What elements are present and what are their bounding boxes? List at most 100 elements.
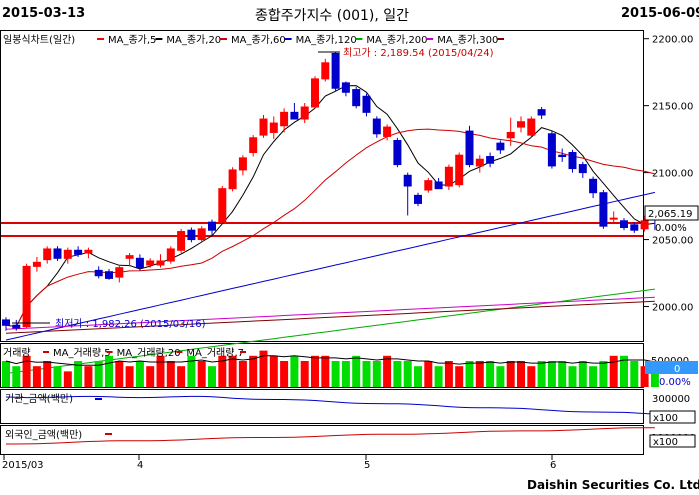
volume-bar[interactable] — [414, 366, 422, 387]
candle-body[interactable] — [125, 255, 134, 259]
candle-body[interactable] — [496, 142, 505, 151]
candle-body[interactable] — [146, 260, 155, 266]
volume-bar[interactable] — [455, 366, 464, 387]
candle-body[interactable] — [455, 154, 464, 186]
candle-body[interactable] — [94, 269, 103, 277]
candle-body[interactable] — [2, 319, 10, 326]
volume-bar[interactable] — [135, 361, 144, 387]
volume-bar[interactable] — [2, 361, 10, 387]
candle-body[interactable] — [640, 220, 649, 230]
candle-body[interactable] — [506, 131, 515, 139]
volume-bar[interactable] — [146, 366, 155, 387]
candle-body[interactable] — [527, 118, 536, 136]
candle-body[interactable] — [465, 130, 474, 166]
volume-bar[interactable] — [578, 361, 587, 387]
volume-bar[interactable] — [620, 355, 628, 387]
candle-body[interactable] — [187, 229, 196, 241]
volume-bar[interactable] — [228, 355, 237, 387]
candle-body[interactable] — [383, 126, 392, 137]
volume-bar[interactable] — [197, 361, 206, 387]
candle-body[interactable] — [84, 249, 93, 254]
volume-bar[interactable] — [527, 366, 536, 387]
candle-body[interactable] — [486, 156, 495, 164]
candle-body[interactable] — [434, 181, 443, 190]
candle-body[interactable] — [620, 220, 628, 229]
candle-body[interactable] — [589, 178, 598, 194]
volume-bar[interactable] — [218, 355, 227, 387]
volume-bar[interactable] — [12, 366, 21, 387]
candle-body[interactable] — [238, 157, 247, 171]
volume-bar[interactable] — [341, 361, 350, 387]
candle-body[interactable] — [166, 248, 175, 262]
volume-bar[interactable] — [444, 361, 453, 387]
volume-bar[interactable] — [177, 366, 186, 387]
volume-bar[interactable] — [249, 355, 258, 387]
volume-bar[interactable] — [434, 366, 443, 387]
volume-bar[interactable] — [547, 361, 556, 387]
volume-bar[interactable] — [362, 361, 371, 387]
candle-body[interactable] — [135, 257, 144, 269]
volume-bar[interactable] — [393, 361, 402, 387]
volume-bar[interactable] — [475, 361, 484, 387]
candle-body[interactable] — [197, 228, 206, 241]
volume-bar[interactable] — [650, 371, 659, 387]
candle-body[interactable] — [208, 221, 216, 231]
volume-bar[interactable] — [269, 355, 278, 387]
candle-body[interactable] — [403, 174, 412, 187]
volume-bar[interactable] — [424, 361, 433, 387]
volume-bar[interactable] — [63, 371, 72, 387]
candle-body[interactable] — [599, 192, 608, 227]
volume-bar[interactable] — [166, 361, 175, 387]
candle-body[interactable] — [393, 139, 402, 166]
candle-body[interactable] — [156, 260, 165, 266]
volume-bar[interactable] — [300, 361, 309, 387]
candle-body[interactable] — [311, 78, 319, 108]
candle-body[interactable] — [331, 52, 340, 89]
candle-body[interactable] — [115, 267, 124, 278]
volume-bar[interactable] — [208, 366, 216, 387]
volume-bar[interactable] — [517, 361, 525, 387]
volume-bar[interactable] — [32, 366, 41, 387]
volume-bar[interactable] — [352, 355, 361, 387]
volume-bar[interactable] — [187, 355, 196, 387]
candle-body[interactable] — [228, 169, 237, 190]
volume-bar[interactable] — [383, 355, 392, 387]
volume-bar[interactable] — [537, 361, 546, 387]
candle-body[interactable] — [22, 265, 31, 328]
volume-bar[interactable] — [238, 361, 247, 387]
candle-body[interactable] — [630, 224, 639, 231]
volume-bar[interactable] — [630, 361, 639, 387]
volume-bar[interactable] — [465, 361, 474, 387]
volume-bar[interactable] — [53, 366, 62, 387]
candle-body[interactable] — [280, 111, 289, 127]
volume-bar[interactable] — [43, 361, 52, 387]
candle-body[interactable] — [475, 158, 484, 167]
candle-body[interactable] — [177, 231, 186, 251]
candle-body[interactable] — [105, 271, 113, 279]
candle-body[interactable] — [53, 248, 62, 259]
volume-bar[interactable] — [403, 361, 412, 387]
candle-body[interactable] — [290, 111, 299, 120]
candle-body[interactable] — [372, 118, 381, 135]
candle-body[interactable] — [321, 62, 330, 80]
volume-bar[interactable] — [259, 350, 268, 387]
volume-bar[interactable] — [321, 355, 330, 387]
candle-body[interactable] — [568, 152, 577, 170]
candle-body[interactable] — [300, 106, 309, 120]
volume-bar[interactable] — [568, 366, 577, 387]
volume-bar[interactable] — [311, 355, 319, 387]
volume-bar[interactable] — [115, 361, 124, 387]
candle-body[interactable] — [424, 180, 433, 191]
candle-body[interactable] — [32, 261, 41, 267]
candle-body[interactable] — [12, 324, 21, 329]
volume-bar[interactable] — [290, 355, 299, 387]
candle-body[interactable] — [578, 164, 587, 174]
candle-body[interactable] — [63, 249, 72, 259]
candle-body[interactable] — [352, 89, 361, 107]
candle-body[interactable] — [414, 194, 422, 204]
volume-bar[interactable] — [331, 361, 340, 387]
candle-body[interactable] — [249, 137, 258, 154]
candle-body[interactable] — [444, 166, 453, 187]
candle-body[interactable] — [609, 217, 618, 220]
